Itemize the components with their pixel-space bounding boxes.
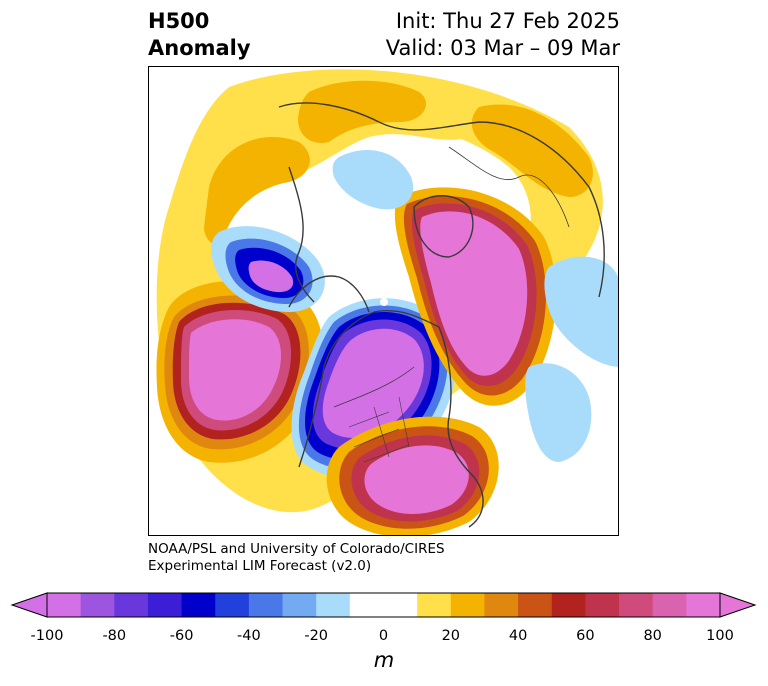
colorbar-segment bbox=[181, 593, 216, 617]
arctic-negative bbox=[332, 149, 414, 210]
bering-negative-core bbox=[248, 260, 294, 293]
north-pole-marker bbox=[380, 298, 388, 306]
map-title: H500 Anomaly bbox=[148, 8, 251, 62]
asia-inland-border bbox=[448, 146, 570, 228]
colorbar-segment bbox=[518, 593, 553, 617]
colorbar-tick-label: 20 bbox=[441, 628, 461, 644]
us-canada-border bbox=[333, 366, 415, 408]
colorbar-unit: m bbox=[373, 648, 395, 672]
title-variable: H500 bbox=[148, 9, 210, 33]
colorbar-segment bbox=[349, 593, 384, 617]
asia-positive bbox=[471, 104, 593, 197]
colorbar-segment bbox=[215, 593, 250, 617]
valid-dates: Valid: 03 Mar – 09 Mar bbox=[385, 36, 620, 60]
us-states bbox=[348, 396, 410, 463]
colorbar-over-arrow bbox=[719, 592, 757, 618]
eurasia-coast bbox=[278, 102, 605, 298]
colorbar-segment bbox=[417, 593, 452, 617]
colorbar-segment bbox=[80, 593, 115, 617]
coastlines bbox=[278, 102, 605, 528]
colorbar-tick-label: -20 bbox=[304, 628, 329, 644]
init-date: Init: Thu 27 Feb 2025 bbox=[395, 9, 620, 33]
colorbar-tick-label: -60 bbox=[169, 628, 194, 644]
greenland-coast bbox=[413, 195, 474, 258]
colorbar-segment bbox=[652, 593, 687, 617]
colorbar-tick-label: -80 bbox=[102, 628, 127, 644]
colorbar-segment bbox=[585, 593, 620, 617]
asia-negative bbox=[544, 256, 618, 367]
se-positive-core bbox=[364, 445, 469, 514]
colorbar-segment bbox=[47, 593, 82, 617]
europe-positive-core bbox=[298, 80, 427, 143]
colorbar-tick-label: -40 bbox=[237, 628, 261, 644]
na-negative-core bbox=[322, 328, 424, 438]
alaska-coast bbox=[288, 275, 370, 313]
credit-line-1: NOAA/PSL and University of Colorado/CIRE… bbox=[148, 541, 445, 557]
credit-text: NOAA/PSL and University of Colorado/CIRE… bbox=[148, 541, 445, 575]
colorbar-segment bbox=[248, 593, 284, 617]
colorbar-segment bbox=[147, 593, 183, 617]
west-positive-core bbox=[189, 319, 282, 421]
colorbar-under-arrow bbox=[10, 592, 48, 618]
anomaly-map bbox=[148, 66, 619, 536]
na-coastline bbox=[298, 310, 484, 528]
europe-coast bbox=[288, 166, 315, 303]
map-plot bbox=[156, 69, 618, 535]
colorbar-segment bbox=[450, 593, 485, 617]
east-negative bbox=[525, 363, 592, 462]
colorbar-segment bbox=[551, 593, 586, 617]
colorbar-segment bbox=[282, 593, 317, 617]
atlantic-yellow-arc bbox=[204, 137, 310, 245]
colorbar-tick-label: 80 bbox=[643, 628, 662, 644]
colorbar-tick-label: -100 bbox=[30, 628, 64, 644]
colorbar-segment bbox=[686, 593, 721, 617]
colorbar-tick-label: 40 bbox=[508, 628, 528, 644]
colorbar-segment bbox=[484, 593, 519, 617]
credit-line-2: Experimental LIM Forecast (v2.0) bbox=[148, 558, 372, 574]
title-type: Anomaly bbox=[148, 36, 251, 60]
colorbar-segment bbox=[383, 593, 418, 617]
colorbar-tick-label: 60 bbox=[576, 628, 595, 644]
colorbar-tick-label: 100 bbox=[706, 628, 734, 644]
atlantic-positive-core bbox=[420, 211, 528, 376]
colorbar-frame bbox=[46, 592, 721, 618]
colorbar-tick-label: 0 bbox=[378, 628, 389, 644]
colorbar-segment bbox=[316, 593, 351, 617]
colorbar-segment bbox=[619, 593, 654, 617]
map-dates: Init: Thu 27 Feb 2025 Valid: 03 Mar – 09… bbox=[386, 8, 620, 62]
colorbar-segment bbox=[114, 593, 149, 617]
colorbar bbox=[10, 592, 757, 618]
